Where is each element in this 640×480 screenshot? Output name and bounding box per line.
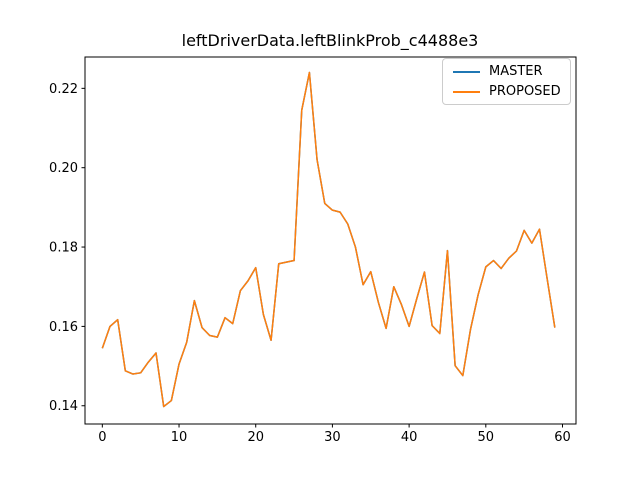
chart-title: leftDriverData.leftBlinkProb_c4488e3 — [182, 31, 479, 51]
proposed-line — [101, 71, 556, 408]
x-tick-label: 60 — [554, 430, 571, 445]
axes-layer: 0 10 20 30 40 50 60 0.14 0.16 0.18 0.20 0.22 — [49, 82, 571, 445]
x-tick-label: 20 — [247, 430, 264, 445]
proposed-line-swatch — [453, 90, 480, 93]
y-tick-label: 0.20 — [49, 161, 78, 176]
y-tick-label: 0.18 — [49, 241, 78, 256]
series-layer — [101, 71, 556, 408]
y-tick-label: 0.16 — [49, 320, 78, 335]
x-tick-label: 30 — [324, 430, 341, 445]
legend-label-master: MASTER — [489, 64, 543, 79]
y-tick-label: 0.22 — [49, 82, 78, 97]
x-tick-label: 0 — [98, 430, 106, 445]
legend-label-proposed: PROPOSED — [489, 84, 561, 99]
x-tick-label: 50 — [478, 430, 495, 445]
y-tick-label: 0.14 — [49, 399, 78, 414]
master-line — [101, 71, 556, 408]
axes-box — [84, 56, 577, 425]
legend: MASTER PROPOSED — [442, 58, 571, 105]
x-tick-label: 40 — [401, 430, 418, 445]
legend-item-master: MASTER — [453, 65, 570, 78]
master-line-swatch — [453, 70, 480, 73]
x-tick-label: 10 — [171, 430, 188, 445]
legend-item-proposed: PROPOSED — [453, 85, 570, 98]
